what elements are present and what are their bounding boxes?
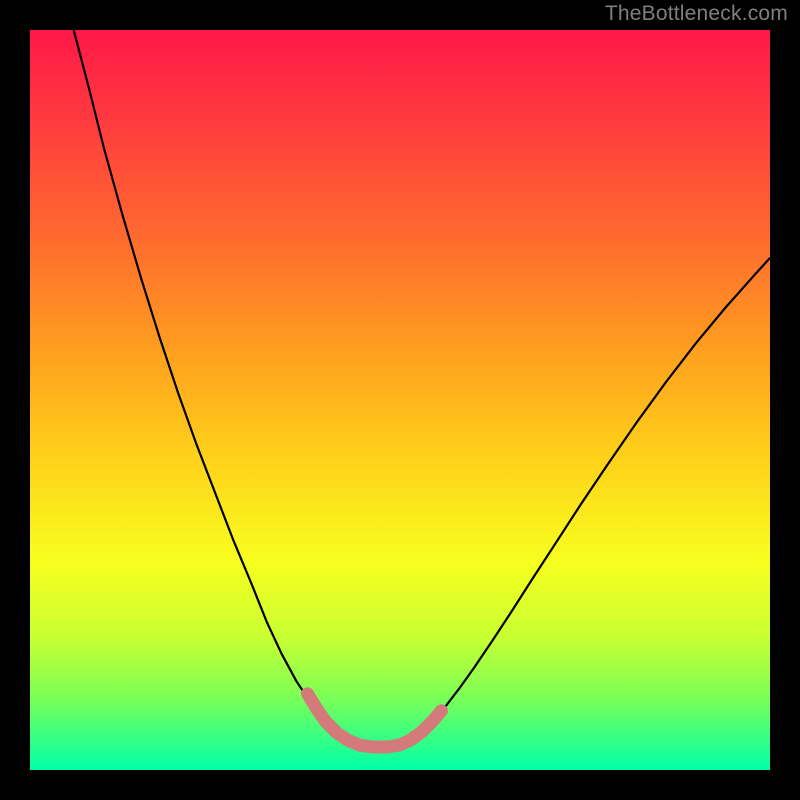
plot-background	[30, 30, 770, 770]
watermark-text: TheBottleneck.com	[605, 2, 788, 26]
bottleneck-chart	[0, 0, 800, 800]
chart-frame: TheBottleneck.com	[0, 0, 800, 800]
